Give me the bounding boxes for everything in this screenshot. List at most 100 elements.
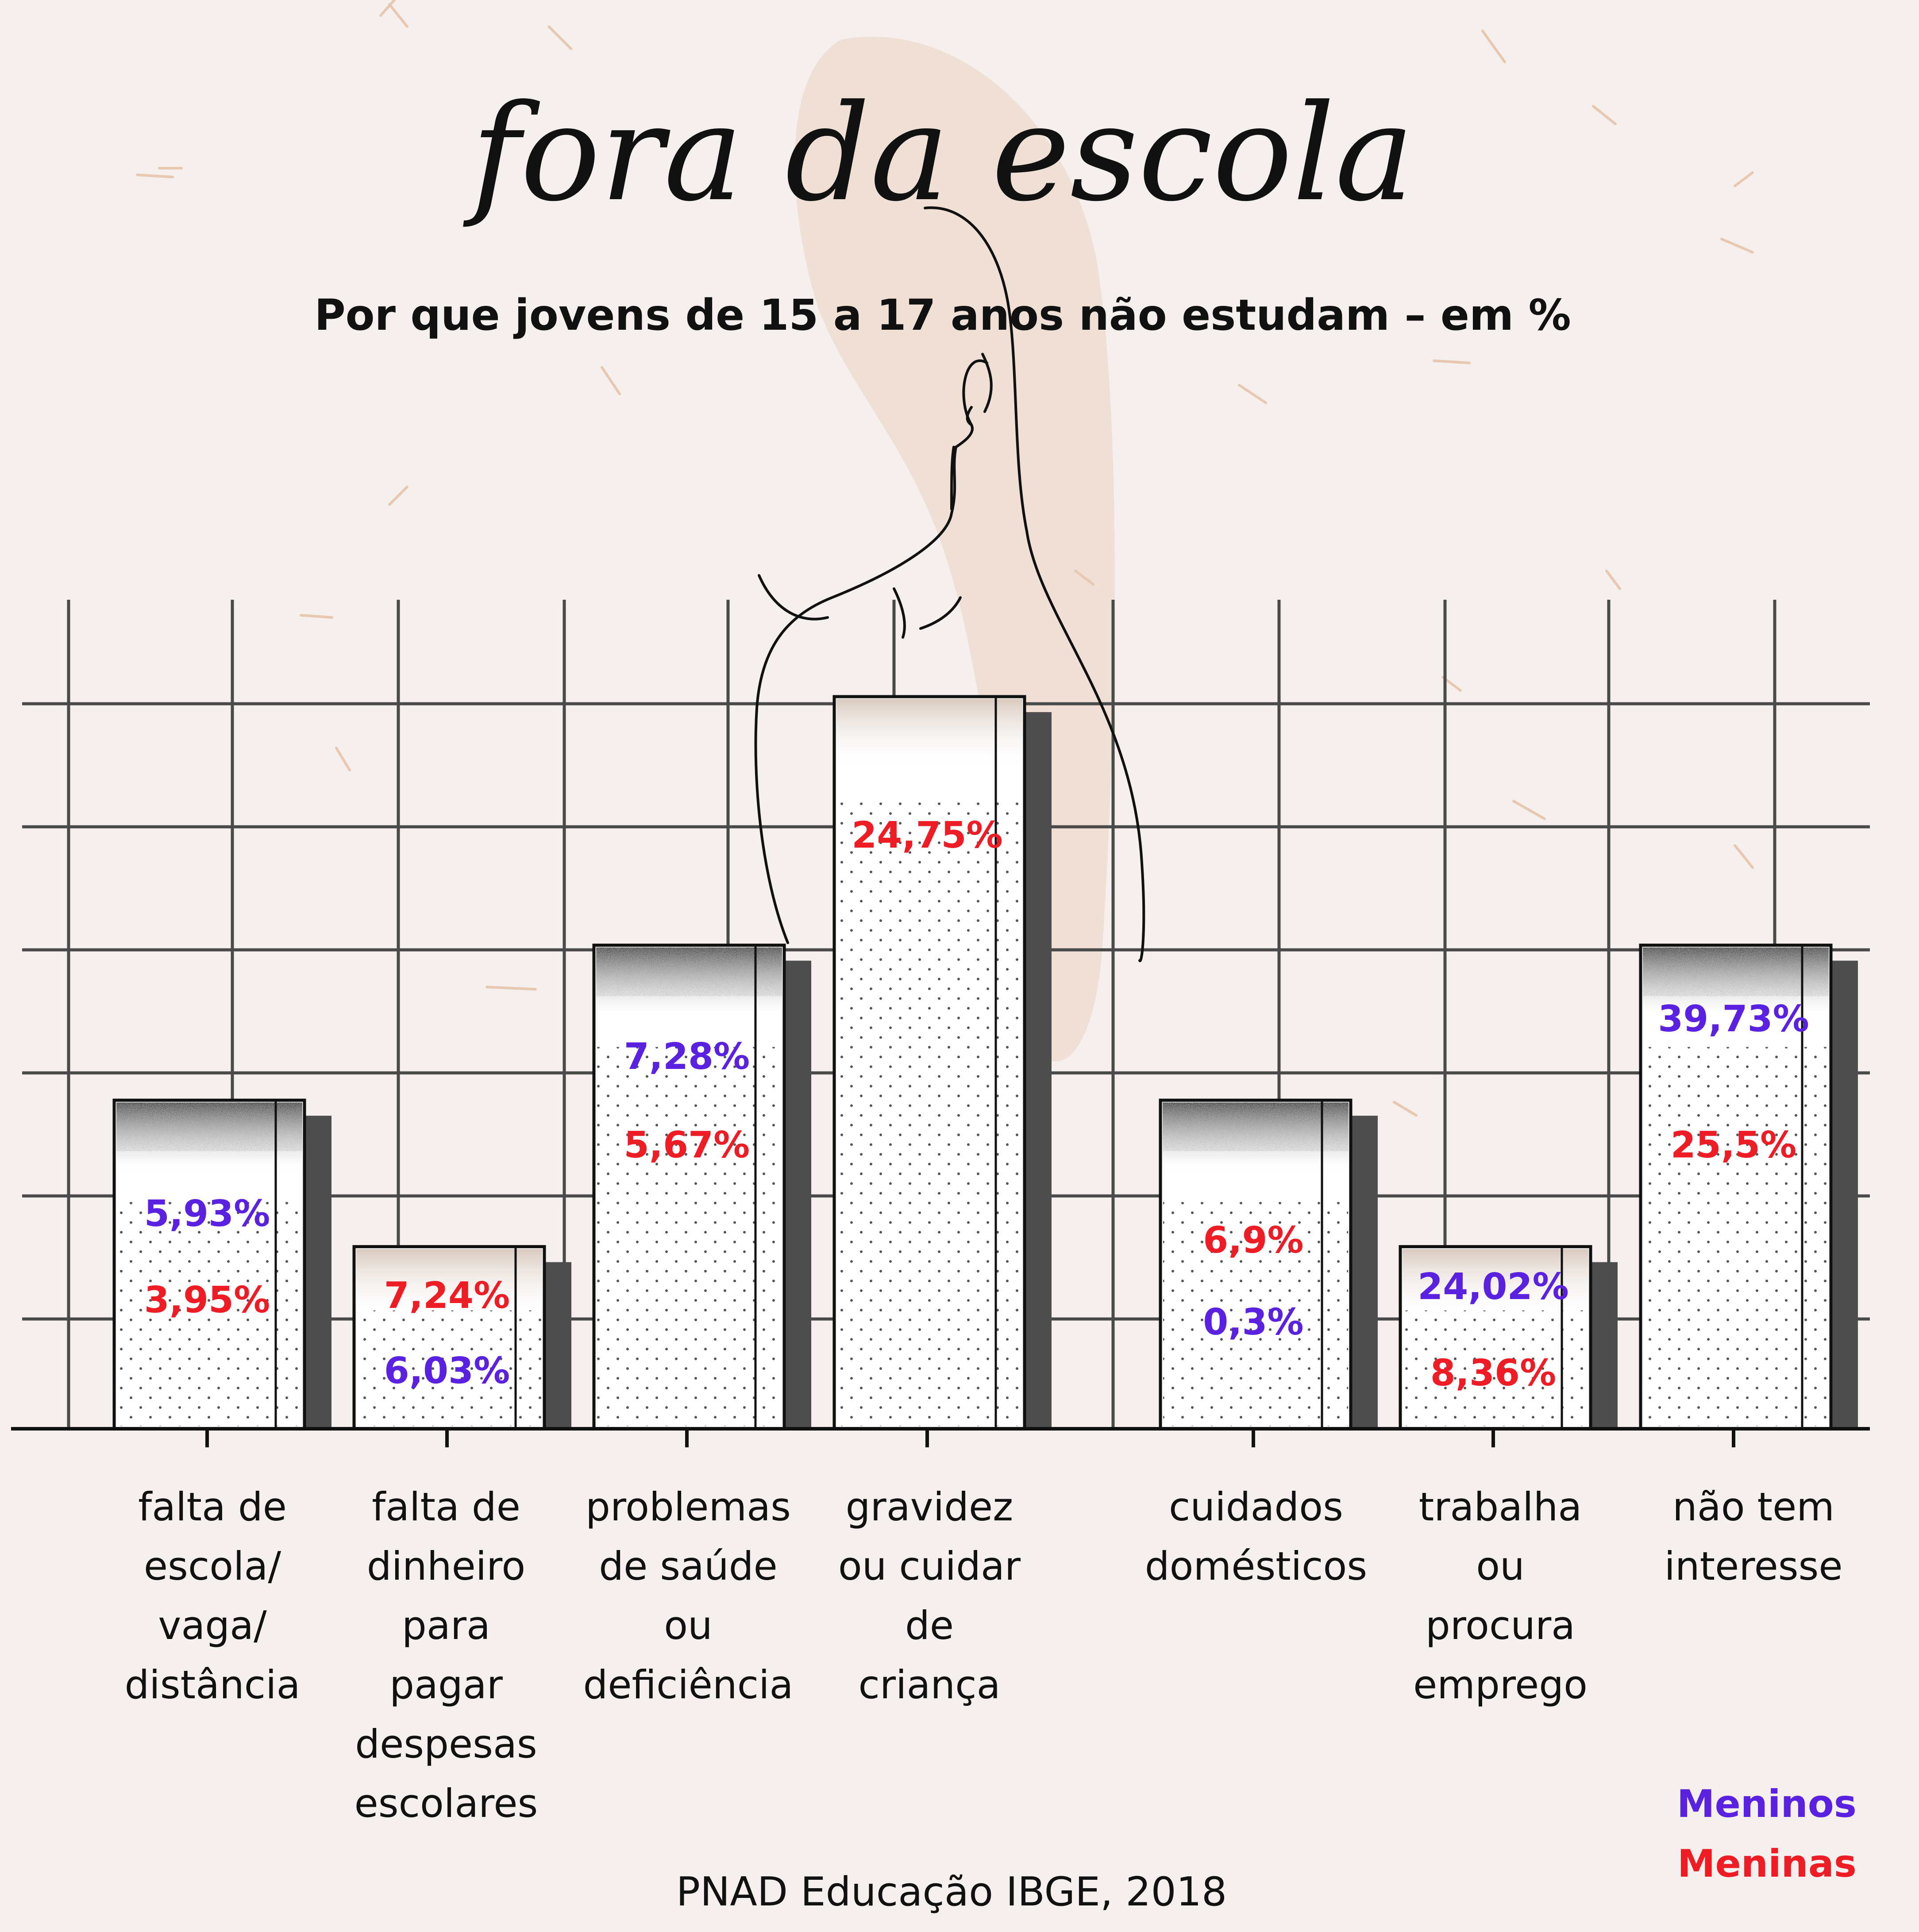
bar-texture [1643, 1047, 1828, 1426]
bar-side [783, 960, 811, 1429]
value-label-meninos: 5,93% [144, 1193, 270, 1235]
bar-group [112, 1099, 331, 1431]
bar-texture [1403, 1310, 1588, 1426]
bar-side [1350, 1115, 1378, 1429]
decorative-dash [486, 986, 537, 991]
decorative-dash [1481, 30, 1506, 63]
category-label: dinheiro [367, 1543, 526, 1589]
bar-texture [1163, 1202, 1348, 1426]
bars [112, 695, 1858, 1431]
value-label-meninos: 0,3% [1203, 1301, 1303, 1343]
bar-group [592, 943, 811, 1431]
bar-texture [357, 1310, 542, 1426]
bar-group [1639, 943, 1858, 1431]
category-label: gravidez [846, 1484, 1013, 1530]
decorative-dash [1393, 1101, 1418, 1117]
bar-group [1399, 1245, 1618, 1431]
value-label-meninas: 25,5% [1671, 1124, 1796, 1166]
category-label: ou [1476, 1543, 1525, 1589]
x-axis [11, 1427, 1870, 1447]
bar-top-shade [1403, 1249, 1588, 1320]
line-art-figure [754, 206, 1145, 962]
category-label: ou cuidar [838, 1543, 1021, 1589]
decorative-dash [1074, 570, 1094, 586]
category-label: vaga/ [158, 1603, 267, 1648]
category-label: domésticos [1145, 1543, 1367, 1589]
value-label-meninos: 7,28% [624, 1036, 750, 1078]
bar-top-shade [356, 1249, 542, 1320]
category-label: falta de [372, 1484, 520, 1530]
decorative-dash [388, 3, 408, 28]
category-label: procura [1426, 1603, 1575, 1648]
decorative-dash [335, 747, 351, 771]
value-label-meninas: 8,36% [1430, 1352, 1556, 1394]
category-label: ou [664, 1603, 713, 1648]
category-label: despesas [355, 1721, 537, 1767]
bar-side [1024, 712, 1052, 1429]
chart-title: fora da escola [463, 76, 1414, 231]
decorative-dash [1720, 238, 1754, 254]
category-label: para [402, 1603, 490, 1648]
bar-top-grain [116, 1102, 302, 1151]
decorative-dash [1512, 800, 1546, 820]
decorative-dash [547, 25, 572, 50]
chart-subtitle: Por que jovens de 15 a 17 anos não estud… [314, 290, 1571, 340]
category-label: deficiência [583, 1662, 794, 1708]
bar-group [352, 1245, 571, 1431]
value-label-meninos: 39,73% [1658, 998, 1809, 1040]
category-label: não tem [1672, 1484, 1834, 1530]
legend-item-meninas: Meninas [1677, 1842, 1857, 1886]
bar-texture [597, 1047, 782, 1426]
decorative-dash [1734, 171, 1754, 187]
category-label: cuidados [1169, 1484, 1343, 1530]
bar-group [832, 695, 1052, 1431]
category-label: de [905, 1603, 954, 1648]
category-label: escolares [355, 1781, 538, 1826]
bar-top-shade [836, 698, 1022, 770]
decorative-dash [1238, 384, 1267, 404]
decorative-dash [1592, 105, 1617, 125]
bar-texture [117, 1202, 302, 1426]
bar-top-grain [1643, 947, 1829, 996]
source-note: PNAD Educação IBGE, 2018 [676, 1869, 1227, 1915]
category-label: interesse [1664, 1543, 1842, 1589]
decorative-dash [136, 174, 174, 178]
category-label: falta de [138, 1484, 287, 1530]
value-label-meninas: 6,9% [1203, 1219, 1303, 1261]
value-label-meninos: 24,02% [1418, 1266, 1569, 1308]
value-label-meninas: 24,75% [852, 814, 1003, 856]
decorative-dash [300, 614, 333, 619]
category-label: trabalha [1419, 1484, 1582, 1530]
value-label-meninas: 7,24% [384, 1275, 510, 1317]
decorative-dash [601, 366, 621, 395]
category-label: pagar [389, 1662, 503, 1708]
category-label: de saúde [599, 1543, 778, 1589]
bar-top-grain [596, 947, 782, 996]
decorative-dash [388, 486, 408, 506]
category-label: problemas [586, 1484, 791, 1530]
bar-top-grain [1163, 1102, 1349, 1151]
category-label: criança [858, 1662, 1000, 1708]
legend-item-meninos: Meninos [1677, 1782, 1857, 1826]
legend: Meninos Meninas [1677, 1782, 1857, 1886]
category-labels: falta de escola/vaga/distância falta de din… [124, 1484, 1842, 1826]
value-label-meninas: 3,95% [144, 1279, 270, 1321]
bar-side [1830, 960, 1858, 1429]
category-label: emprego [1413, 1662, 1588, 1708]
bar-texture [837, 798, 1022, 1426]
bar-side [1590, 1262, 1618, 1429]
category-label: escola/ [144, 1543, 281, 1589]
decorative-dash [1734, 844, 1754, 869]
bar-side [304, 1115, 331, 1429]
bar-group [1159, 1099, 1378, 1431]
decorative-dash [1433, 359, 1471, 364]
value-label-meninos: 6,03% [384, 1350, 510, 1392]
bar-side [543, 1262, 571, 1429]
decorative-dash [1605, 570, 1621, 590]
decorative-dashes [136, 0, 1754, 1117]
category-label: distância [124, 1662, 300, 1708]
value-labels: 5,93% 6,03% 7,28% 0,3% 24,02% 39,73% 3,95% 7,24… [144, 814, 1809, 1394]
value-label-meninas: 5,67% [624, 1124, 750, 1166]
